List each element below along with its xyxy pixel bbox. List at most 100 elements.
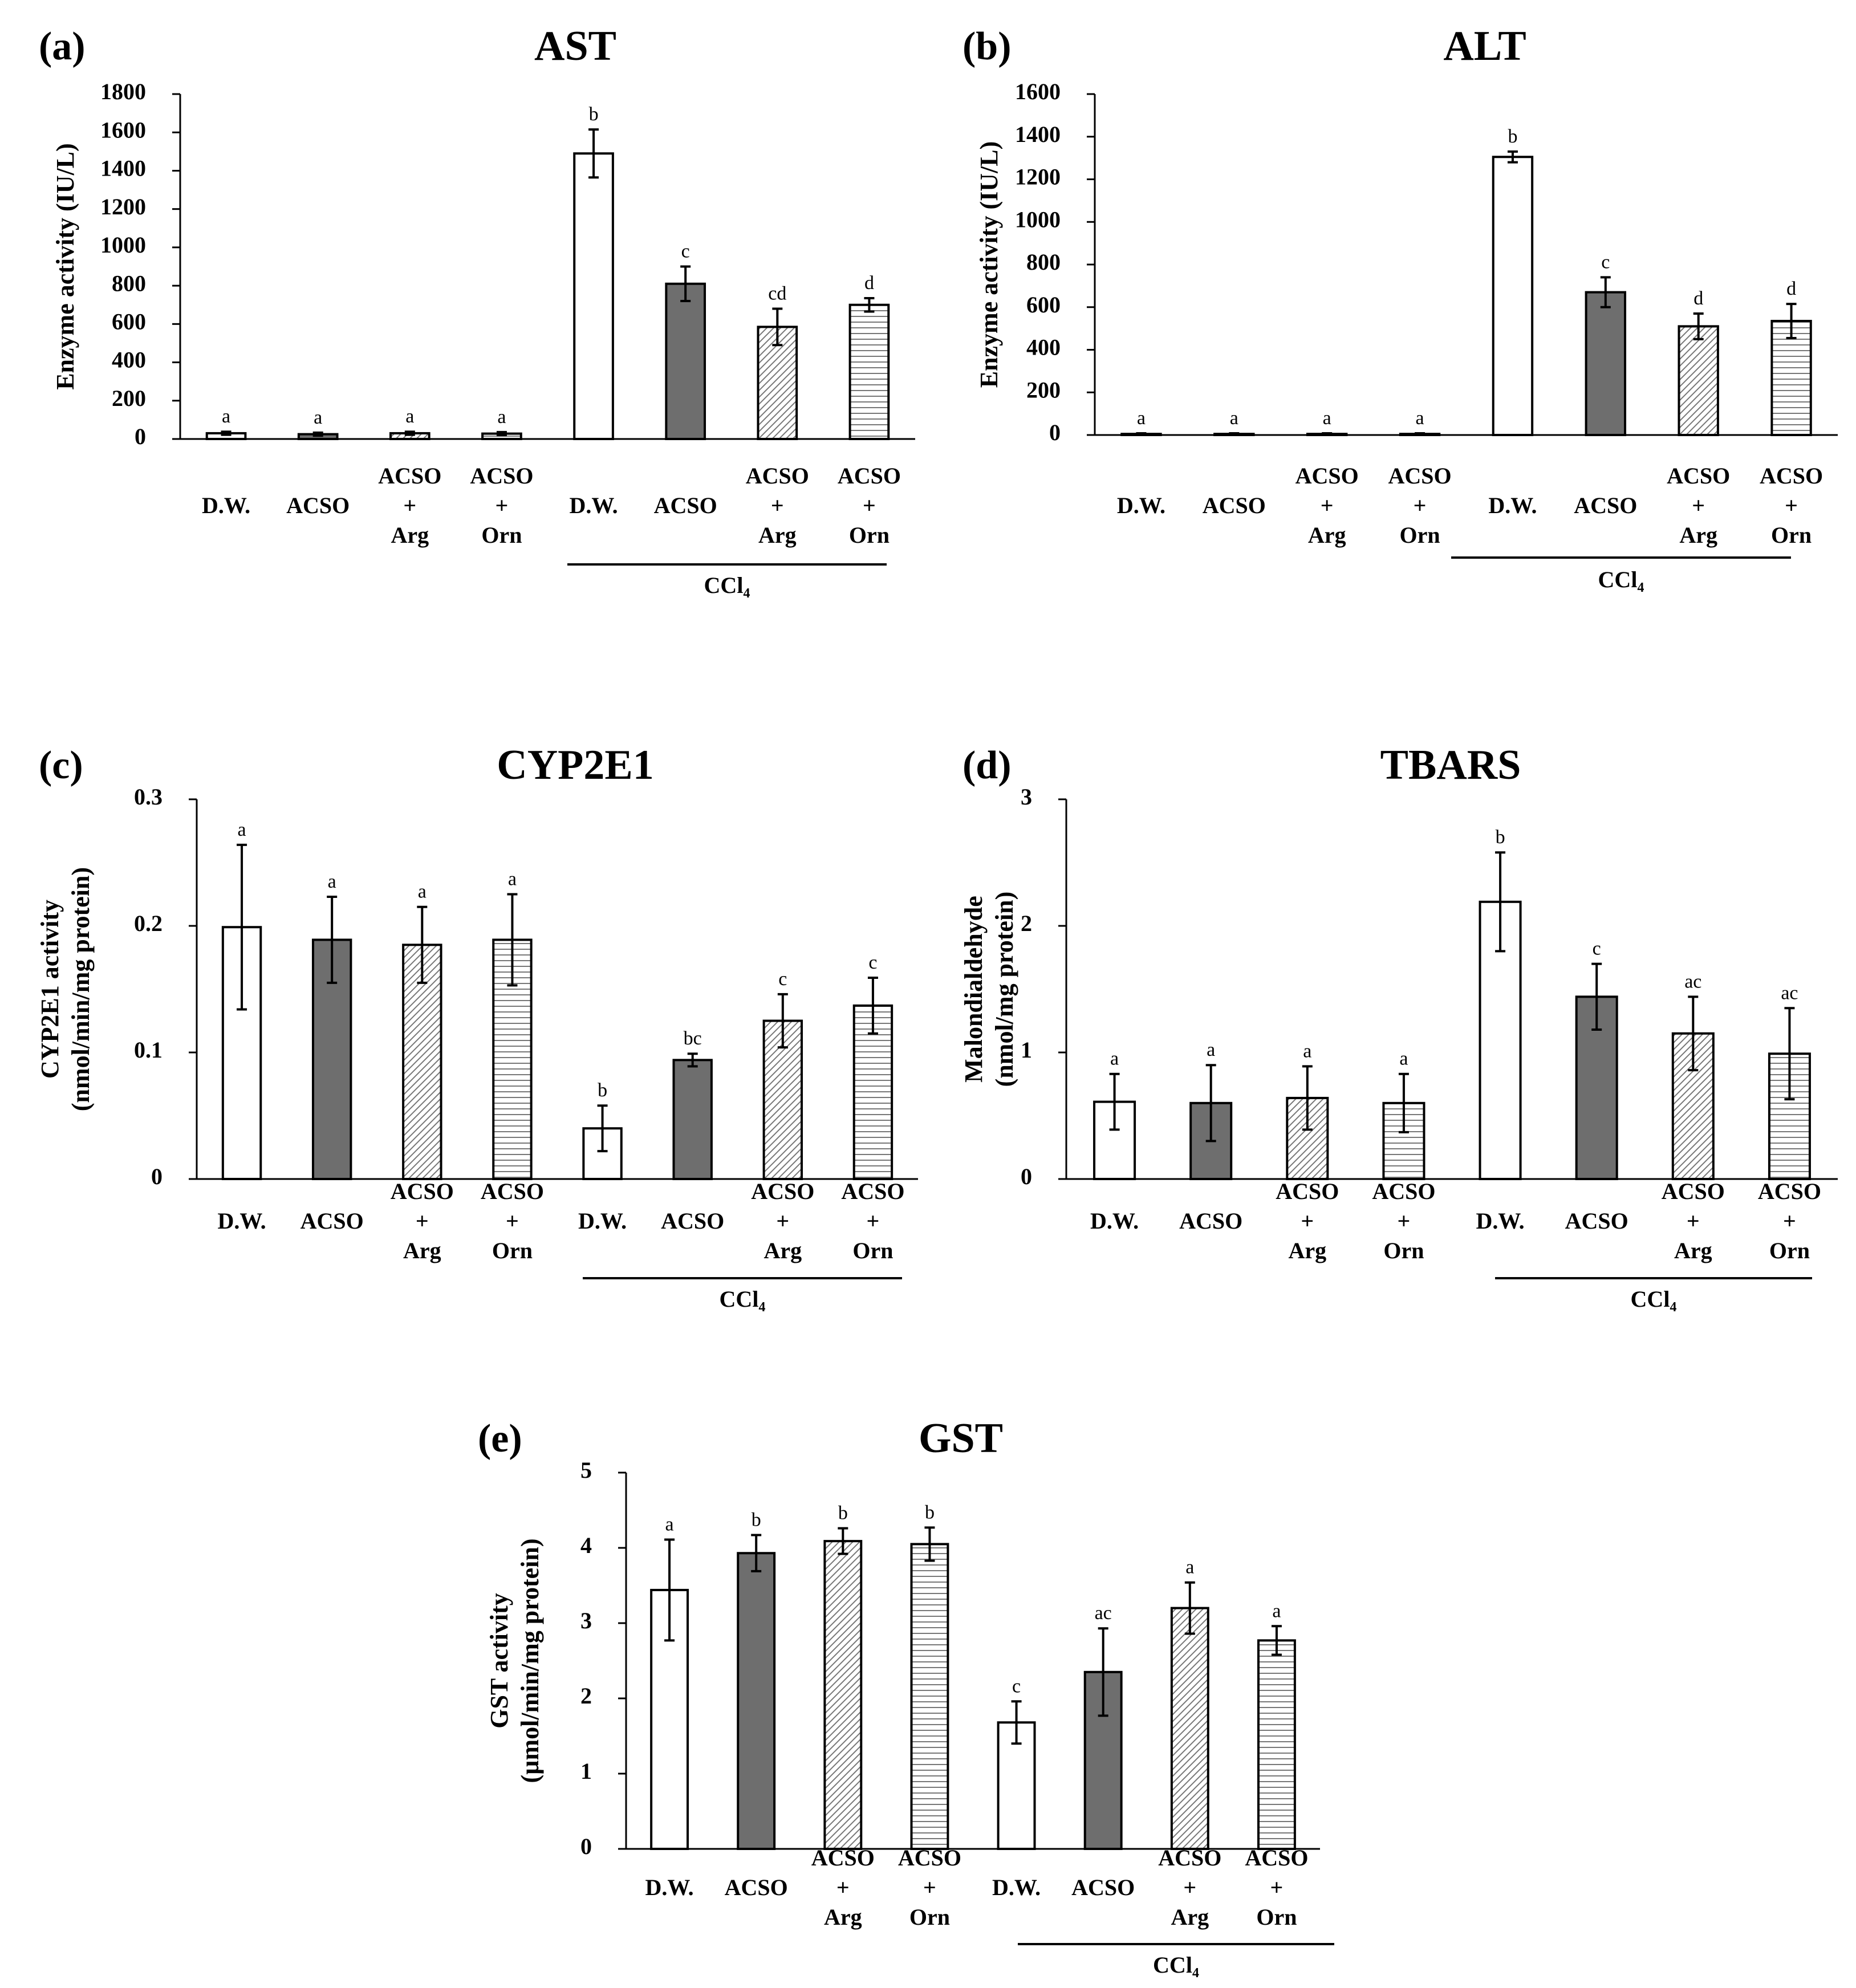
- group-label: CCl₄: [1153, 1952, 1199, 1978]
- group-label: CCl₄: [720, 1286, 766, 1312]
- category-label: ACSO + Orn: [481, 1178, 544, 1263]
- category-label: ACSO + Orn: [898, 1845, 961, 1930]
- significance-letter: a: [1137, 408, 1146, 429]
- y-axis-label: CYP2E1 activity (nmol/min/mg protein): [36, 867, 95, 1111]
- chart-c: (c) CYP2E1 0 0.1 0.2 0.3 CYP2E1 activity (nmol/…: [36, 742, 918, 1312]
- y-tick-label: 200: [1026, 377, 1061, 403]
- chart-e: (e) GST 0 1 2 3 4 5 GST activity (µmol/min/mg pro…: [478, 1415, 1334, 1978]
- category-label: ACSO + Orn: [1388, 463, 1451, 548]
- category-label: D.W.: [992, 1875, 1041, 1900]
- chart-d: (d) TBARS 0 1 2 3 Malondialdehyde (nmol/mg prot…: [960, 742, 1838, 1312]
- bar: [737, 1552, 776, 1850]
- y-tick-label: 400: [112, 347, 146, 373]
- category-label: ACSO + Arg: [1158, 1845, 1221, 1930]
- category-label: ACSO: [654, 493, 717, 518]
- bar: [1257, 1639, 1296, 1851]
- significance-letter: c: [1601, 251, 1610, 273]
- significance-letter: a: [405, 406, 414, 427]
- category-label: D.W.: [569, 493, 618, 518]
- y-tick-label: 0: [1021, 1164, 1032, 1189]
- category-label: D.W.: [1090, 1208, 1139, 1234]
- y-tick-label: 0: [151, 1164, 163, 1189]
- category-label: ACSO + Arg: [746, 463, 809, 548]
- significance-letter: a: [1399, 1048, 1408, 1070]
- chart-b: (b) ALT 0 200 400 600 800 1000 1200 1400 1600 Enzym…: [962, 23, 1838, 592]
- chart-title: ALT: [1443, 23, 1526, 70]
- bar: [1492, 156, 1534, 436]
- significance-letter: a: [1303, 1040, 1311, 1062]
- category-label: ACSO: [661, 1208, 724, 1234]
- y-tick-label: 1400: [1015, 121, 1061, 147]
- group-label: CCl₄: [1598, 567, 1644, 592]
- significance-letter: a: [497, 406, 506, 428]
- bar: [1093, 1100, 1136, 1180]
- y-tick-label: 1: [1021, 1037, 1032, 1063]
- category-label: D.W.: [1488, 493, 1537, 518]
- y-tick-label: 3: [1021, 784, 1032, 810]
- significance-letter: ac: [1684, 971, 1701, 992]
- bar: [997, 1721, 1036, 1850]
- y-tick-label: 600: [1026, 292, 1061, 318]
- y-tick-label: 4: [580, 1532, 592, 1558]
- significance-letter: ac: [1095, 1603, 1112, 1624]
- category-label: ACSO + Arg: [1662, 1178, 1725, 1263]
- bar: [1575, 995, 1618, 1180]
- category-label: D.W.: [1476, 1208, 1524, 1234]
- category-label: ACSO + Orn: [841, 1178, 904, 1263]
- bar: [1678, 325, 1719, 437]
- significance-letter: a: [328, 871, 336, 892]
- chart-a: (a) AST 0 200 400 600 800 1000 1200 1400 1600 1800 E…: [39, 23, 915, 598]
- bar: [665, 282, 706, 440]
- significance-letter: d: [1786, 278, 1796, 299]
- group-label: CCl₄: [1631, 1286, 1677, 1312]
- category-label: ACSO: [1203, 493, 1266, 518]
- category-label: ACSO: [725, 1875, 788, 1900]
- chart-title: GST: [919, 1415, 1003, 1462]
- y-tick-label: 1600: [100, 117, 146, 143]
- y-tick-label: 400: [1026, 335, 1061, 360]
- y-axis-label: Malondialdehyde (nmol/mg protein): [960, 892, 1018, 1087]
- significance-letter: b: [598, 1080, 607, 1101]
- y-tick-label: 0: [135, 424, 146, 449]
- significance-letter: b: [925, 1502, 935, 1523]
- y-tick-label: 5: [580, 1457, 592, 1483]
- y-tick-label: 1000: [100, 232, 146, 258]
- y-tick-label: 200: [112, 385, 146, 411]
- significance-letter: a: [1230, 408, 1238, 429]
- significance-letter: b: [1508, 126, 1517, 147]
- significance-letter: bc: [684, 1028, 702, 1049]
- panel-label: (b): [962, 25, 1012, 68]
- y-tick-label: 0.1: [134, 1037, 163, 1063]
- y-tick-label: 1: [580, 1758, 592, 1784]
- y-tick-label: 0: [580, 1833, 592, 1859]
- category-label: ACSO + Arg: [378, 463, 441, 548]
- panel-label: (d): [962, 743, 1012, 787]
- category-label: ACSO + Arg: [751, 1178, 814, 1263]
- significance-letter: b: [752, 1510, 761, 1531]
- bar: [1170, 1607, 1209, 1851]
- chart-title: CYP2E1: [497, 742, 653, 788]
- significance-letter: d: [864, 273, 874, 294]
- category-label: ACSO + Arg: [1276, 1178, 1339, 1263]
- y-tick-label: 2: [580, 1683, 592, 1709]
- category-label: D.W.: [578, 1208, 627, 1234]
- category-label: ACSO + Orn: [1760, 463, 1823, 548]
- significance-letter: ac: [1781, 982, 1798, 1003]
- significance-letter: a: [1207, 1039, 1215, 1060]
- y-tick-label: 3: [580, 1608, 592, 1633]
- bar: [1585, 291, 1627, 437]
- category-label: ACSO + Arg: [1295, 463, 1359, 548]
- category-label: ACSO: [1071, 1875, 1135, 1900]
- y-axis-label: Enzyme activity (IU/L): [975, 141, 1003, 388]
- y-tick-label: 0.3: [134, 784, 163, 810]
- bar: [910, 1543, 949, 1850]
- category-label: ACSO + Arg: [391, 1178, 454, 1263]
- y-tick-label: 1000: [1015, 206, 1061, 232]
- significance-letter: a: [314, 407, 322, 428]
- category-label: ACSO + Orn: [1245, 1845, 1308, 1930]
- y-tick-label: 800: [112, 270, 146, 296]
- y-axis-label: GST activity (µmol/min/mg protein): [485, 1538, 544, 1783]
- y-tick-label: 1600: [1015, 79, 1061, 104]
- panel-label: (e): [478, 1417, 522, 1461]
- charts-root: (a) AST020040060080010001200140016001800E…: [36, 23, 1838, 1978]
